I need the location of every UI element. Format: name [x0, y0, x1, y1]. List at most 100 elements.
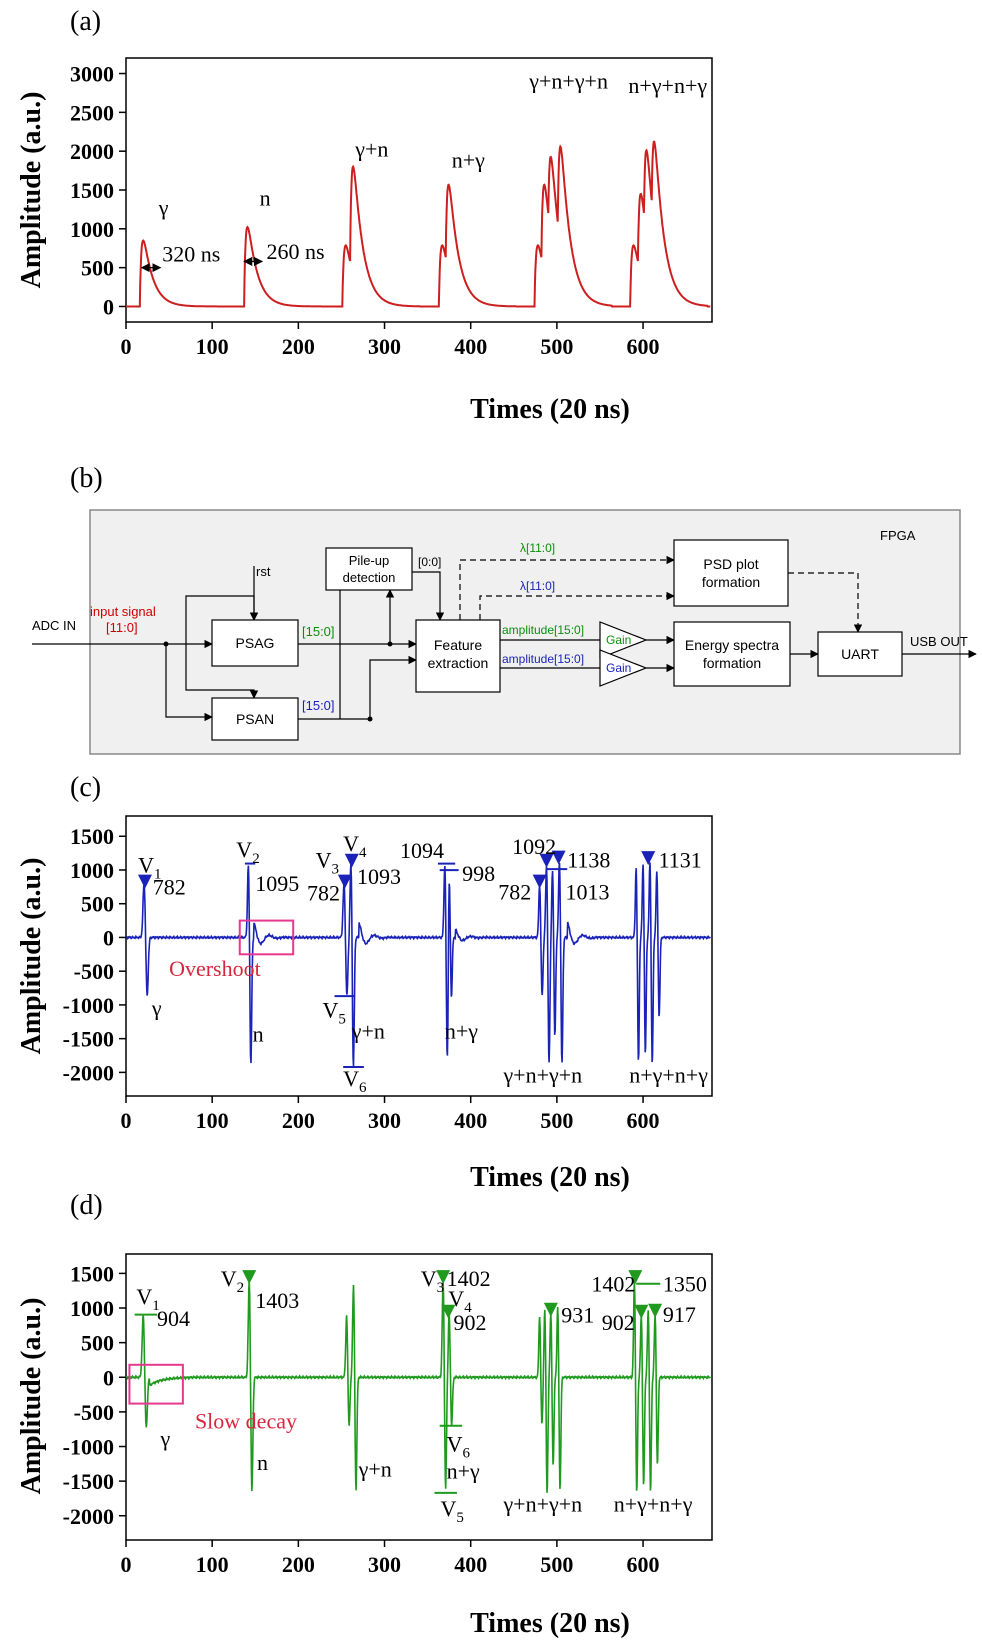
lambda-top-arrow	[459, 555, 675, 620]
lambda-mid-label: λ[11:0]	[520, 579, 555, 593]
y-tick-label: -500	[74, 959, 114, 984]
x-tick-label: 100	[196, 1108, 229, 1133]
annotation-label: 782	[498, 880, 531, 905]
subscript: 1	[152, 1298, 160, 1314]
annotation-label: γ+n	[358, 1456, 392, 1481]
psag-bits-label: [15:0]	[302, 624, 335, 639]
x-tick-label: 300	[368, 334, 401, 359]
annotation-label: 931	[561, 1303, 594, 1328]
y-tick-label: 2000	[70, 139, 114, 164]
x-tick-label: 200	[282, 1108, 315, 1133]
panel-d-xlabel: Times (20 ns)	[470, 1608, 630, 1639]
adc-to-psan-arrow	[165, 644, 213, 722]
pileup-bits-label: [0:0]	[418, 555, 441, 569]
overshoot-box	[238, 919, 295, 956]
panel-a-ylabel: Amplitude (a.u.)	[16, 92, 47, 289]
x-tick-label: 100	[196, 334, 229, 359]
subscript: 1	[154, 867, 162, 883]
series-line	[126, 140, 711, 308]
panel-a-plot-frame	[125, 57, 713, 323]
x-tick-label: 600	[627, 1108, 660, 1133]
annotation-label: Overshoot	[169, 956, 261, 981]
peak-marker	[532, 874, 547, 889]
y-tick-label: 1500	[70, 824, 114, 849]
feature-label-1: Feature	[434, 637, 482, 653]
annotation-label: n	[253, 1021, 264, 1046]
peak-marker	[641, 851, 656, 866]
psd-label-1: PSD plot	[703, 556, 758, 572]
annotation-label: V5	[322, 998, 345, 1028]
psag-block	[211, 619, 299, 667]
annotation-label: 1350	[663, 1271, 707, 1296]
amp-blue-label: amplitude[15:0]	[502, 652, 584, 666]
annotation-label: γ	[151, 996, 162, 1021]
subscript: 4	[359, 845, 367, 861]
panel-d-plot-frame	[125, 1253, 713, 1541]
rst-label: rst	[256, 564, 271, 579]
annotation-label: γ+n+γ+n	[528, 68, 608, 93]
subscript: 3	[331, 861, 339, 877]
annotation-label: 782	[307, 880, 340, 905]
annotation-label: 260 ns	[266, 239, 324, 264]
subscript: 6	[359, 1080, 367, 1096]
annotation-label: 904	[157, 1306, 190, 1331]
annotation-label: 1402	[591, 1271, 635, 1296]
annotation-label: 1092	[512, 834, 556, 859]
annotation-label: 1093	[357, 864, 401, 889]
y-tick-label: 500	[81, 892, 114, 917]
peak-marker	[648, 1303, 663, 1318]
y-tick-label: -1000	[63, 1435, 114, 1460]
psd-to-uart-arrow	[788, 572, 863, 633]
annotation-label: V3	[316, 847, 339, 877]
annotation-label: 782	[153, 874, 186, 899]
panel-b-label: (b)	[70, 463, 103, 494]
annotation-label: γ+n+γ+n	[502, 1063, 582, 1088]
annotation-label: n+γ	[447, 1458, 480, 1483]
peak-marker	[628, 1270, 643, 1285]
input-bits-label: [11:0]	[106, 620, 138, 635]
y-tick-label: 500	[81, 256, 114, 281]
gain1-triangle	[599, 621, 648, 659]
peak-marker	[344, 853, 359, 868]
y-tick-label: -1500	[63, 1469, 114, 1494]
subscript: 3	[437, 1280, 445, 1296]
y-tick-label: -1000	[63, 993, 114, 1018]
feature-block	[415, 619, 501, 693]
x-tick-label: 200	[282, 334, 315, 359]
peak-marker	[551, 850, 566, 865]
y-tick-label: 3000	[70, 62, 114, 87]
y-tick-label: -1500	[63, 1027, 114, 1052]
pileup-to-feature-arrow	[412, 571, 445, 621]
y-tick-label: 2500	[70, 100, 114, 125]
panel-a: (a) 0 100 200 300 400 500 600 0 500 1000 1500 2000 2…	[16, 6, 713, 425]
x-tick-label: 600	[627, 334, 660, 359]
peak-marker	[436, 1270, 451, 1285]
y-tick-label: -2000	[63, 1504, 114, 1529]
annotation-label: 902	[602, 1310, 635, 1335]
panel-b: (b) FPGA ADC IN input signal [11:0] rst …	[32, 463, 977, 755]
amp-green-label: amplitude[15:0]	[502, 623, 584, 637]
input-signal-label: input signal	[90, 604, 156, 619]
annotation-label: 902	[453, 1310, 486, 1335]
y-tick-label: -2000	[63, 1060, 114, 1085]
peak-marker	[441, 1304, 456, 1319]
y-tick-label: 1500	[70, 178, 114, 203]
psag-block-label: PSAG	[236, 635, 275, 651]
psd-label-2: formation	[702, 574, 760, 590]
annotation-label: 917	[663, 1302, 696, 1327]
lambda-top-label: λ[11:0]	[520, 541, 555, 555]
x-tick-label: 200	[282, 1552, 315, 1577]
peak-marker	[543, 1302, 558, 1317]
panel-c-xlabel: Times (20 ns)	[470, 1162, 630, 1193]
panel-c: (c) 0 100 200 300 400 500 600 -2000 -1500 -1000 -5…	[16, 772, 713, 1193]
annotation-label: γ	[158, 195, 169, 220]
subscript: 5	[456, 1510, 464, 1526]
annotation-label: 320 ns	[162, 241, 220, 266]
gain2-label: Gain	[606, 661, 631, 675]
annotation-label: γ	[159, 1426, 170, 1451]
panel-c-plot-frame	[125, 815, 713, 1097]
peak-marker	[137, 874, 152, 889]
panel-c-ylabel: Amplitude (a.u.)	[16, 858, 47, 1055]
feedback-to-psan	[185, 644, 259, 699]
y-tick-label: 500	[81, 1331, 114, 1356]
